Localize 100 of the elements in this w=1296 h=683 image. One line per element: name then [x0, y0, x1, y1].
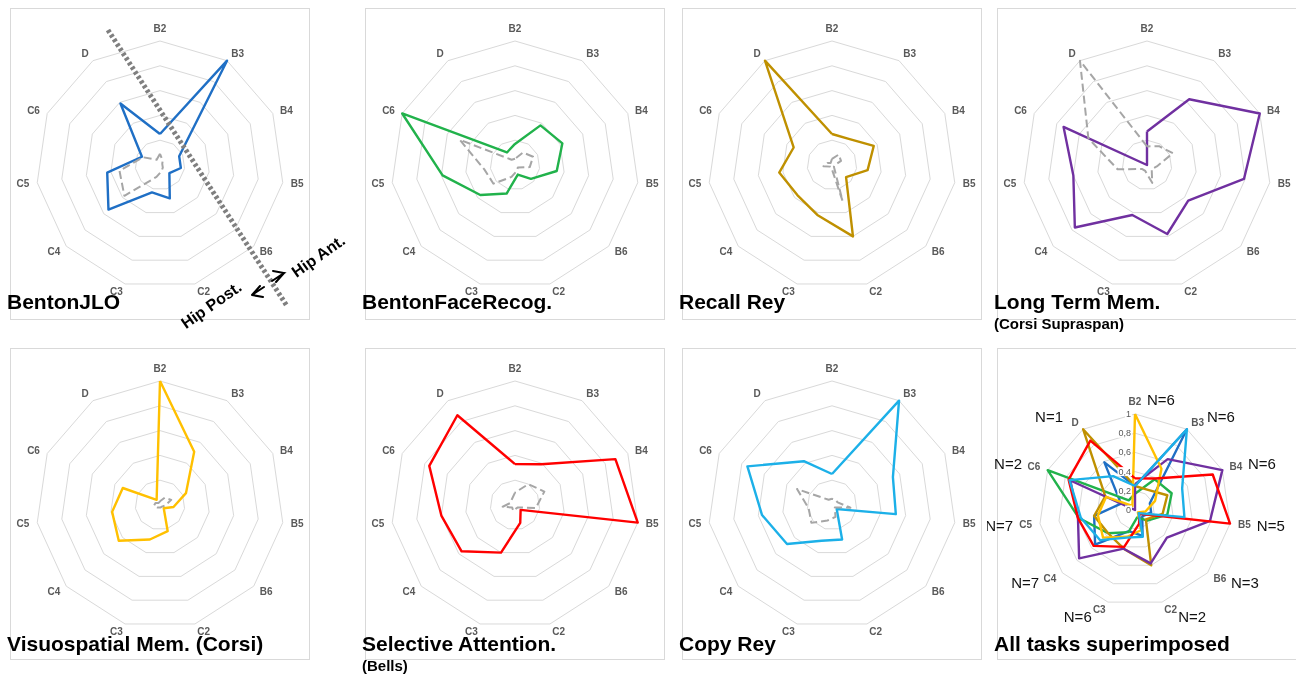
spoke-label: B4	[952, 104, 966, 116]
spoke-label: B2	[508, 22, 522, 34]
spoke-label: D	[1071, 417, 1079, 429]
spoke-label: C5	[16, 178, 30, 190]
spoke-label: B4	[952, 444, 966, 456]
spoke-label: B6	[1213, 572, 1227, 584]
spoke-label: D	[81, 48, 89, 60]
text: N=2	[1178, 608, 1207, 625]
spoke-label: B6	[931, 245, 945, 257]
spoke-label: B6	[614, 585, 628, 597]
spoke-label: C6	[382, 104, 396, 116]
spoke-label: C5	[16, 518, 30, 530]
text: N=6	[1063, 608, 1092, 625]
y-tick-label: 0,2	[1118, 485, 1131, 496]
spoke-label: C4	[1034, 245, 1048, 257]
spoke-label: B3	[1191, 417, 1205, 429]
text: Copy Rey	[679, 632, 777, 655]
spoke-label: D	[753, 48, 761, 60]
text: N=6	[1207, 408, 1235, 426]
spoke-label: B6	[259, 245, 273, 257]
text: N=6	[1247, 455, 1276, 473]
spoke-label: D	[1068, 48, 1076, 60]
spoke-label: C5	[371, 518, 385, 530]
spoke-label: C6	[27, 444, 41, 456]
spoke-label: C4	[719, 585, 733, 597]
text: Hip Ant.	[288, 231, 349, 281]
spoke-label: C6	[699, 444, 713, 456]
spoke-label: B2	[825, 362, 839, 374]
text: N=5	[1256, 517, 1285, 535]
spoke-label: C4	[1043, 572, 1057, 584]
spoke-label: B3	[903, 388, 917, 400]
spoke-label: C2	[1184, 286, 1198, 298]
spoke-label: B3	[231, 48, 245, 60]
spoke-label: C4	[47, 245, 61, 257]
spoke-label: B2	[825, 22, 839, 34]
text: (Bells)	[362, 657, 408, 674]
text: N=7	[985, 517, 1014, 535]
spoke-label: C2	[1164, 604, 1178, 616]
spoke-label: C2	[869, 626, 883, 638]
spoke-label: B3	[586, 388, 600, 400]
spoke-label: B4	[635, 104, 649, 116]
spoke-label: B5	[645, 178, 659, 190]
spoke-label: B5	[645, 518, 659, 530]
spoke-label: C2	[552, 286, 566, 298]
text: N=3	[1230, 574, 1259, 592]
spoke-label: B6	[259, 585, 273, 597]
spoke-label: B5	[1237, 519, 1252, 531]
y-tick-label: 0,8	[1118, 428, 1131, 439]
spoke-label: B4	[1267, 104, 1281, 116]
spoke-label: B4	[280, 104, 294, 116]
y-tick-label: 0,6	[1118, 447, 1131, 458]
spoke-label: B6	[931, 585, 945, 597]
spoke-label: C3	[782, 286, 796, 298]
spoke-label: C6	[27, 104, 41, 116]
text: (Corsi Supraspan)	[994, 315, 1125, 332]
spoke-label: C6	[699, 104, 713, 116]
spoke-label: D	[753, 388, 761, 400]
spoke-label: C2	[552, 626, 566, 638]
spoke-label: B2	[1128, 395, 1142, 407]
spoke-label: B5	[290, 178, 304, 190]
spoke-label: B6	[1246, 245, 1260, 257]
spoke-label: C5	[688, 518, 702, 530]
spoke-label: C6	[382, 444, 396, 456]
spoke-label: C6	[1014, 104, 1028, 116]
spoke-label: D	[436, 48, 444, 60]
spoke-label: B6	[614, 245, 628, 257]
spoke-label: C5	[688, 178, 702, 190]
text: N=2	[994, 455, 1023, 473]
spoke-label: C4	[719, 245, 733, 257]
spoke-label: B3	[1218, 48, 1232, 60]
spoke-label: B2	[153, 22, 167, 34]
spoke-label: B3	[231, 388, 245, 400]
spoke-label: C5	[371, 178, 385, 190]
spoke-label: C4	[47, 585, 61, 597]
y-tick-label: 1	[1125, 409, 1131, 419]
spoke-label: B5	[962, 518, 976, 530]
text: N=7	[1011, 574, 1040, 592]
spoke-label: B3	[903, 48, 917, 60]
spoke-label: B2	[153, 362, 167, 374]
text: N=6	[1147, 390, 1175, 408]
spoke-label: B2	[1140, 22, 1154, 34]
spoke-label: C2	[869, 286, 883, 298]
spoke-label: C4	[402, 245, 416, 257]
text: N=1	[1035, 408, 1063, 426]
spoke-label: B5	[290, 518, 304, 530]
spoke-label: B3	[586, 48, 600, 60]
spoke-label: D	[436, 388, 444, 400]
spoke-label: B4	[1229, 461, 1243, 473]
spoke-label: C5	[1019, 519, 1033, 531]
spoke-label: B4	[635, 444, 649, 456]
spoke-label: B5	[1277, 178, 1291, 190]
spoke-label: D	[81, 388, 89, 400]
spoke-label: B4	[280, 444, 294, 456]
spoke-label: B5	[962, 178, 976, 190]
text: All tasks superimposed	[994, 632, 1230, 655]
spoke-label: C6	[1027, 461, 1041, 473]
y-tick-label: 0,4	[1118, 466, 1131, 477]
y-tick-label: 0	[1125, 505, 1131, 515]
spoke-label: C4	[402, 585, 416, 597]
spoke-label: B2	[508, 362, 522, 374]
